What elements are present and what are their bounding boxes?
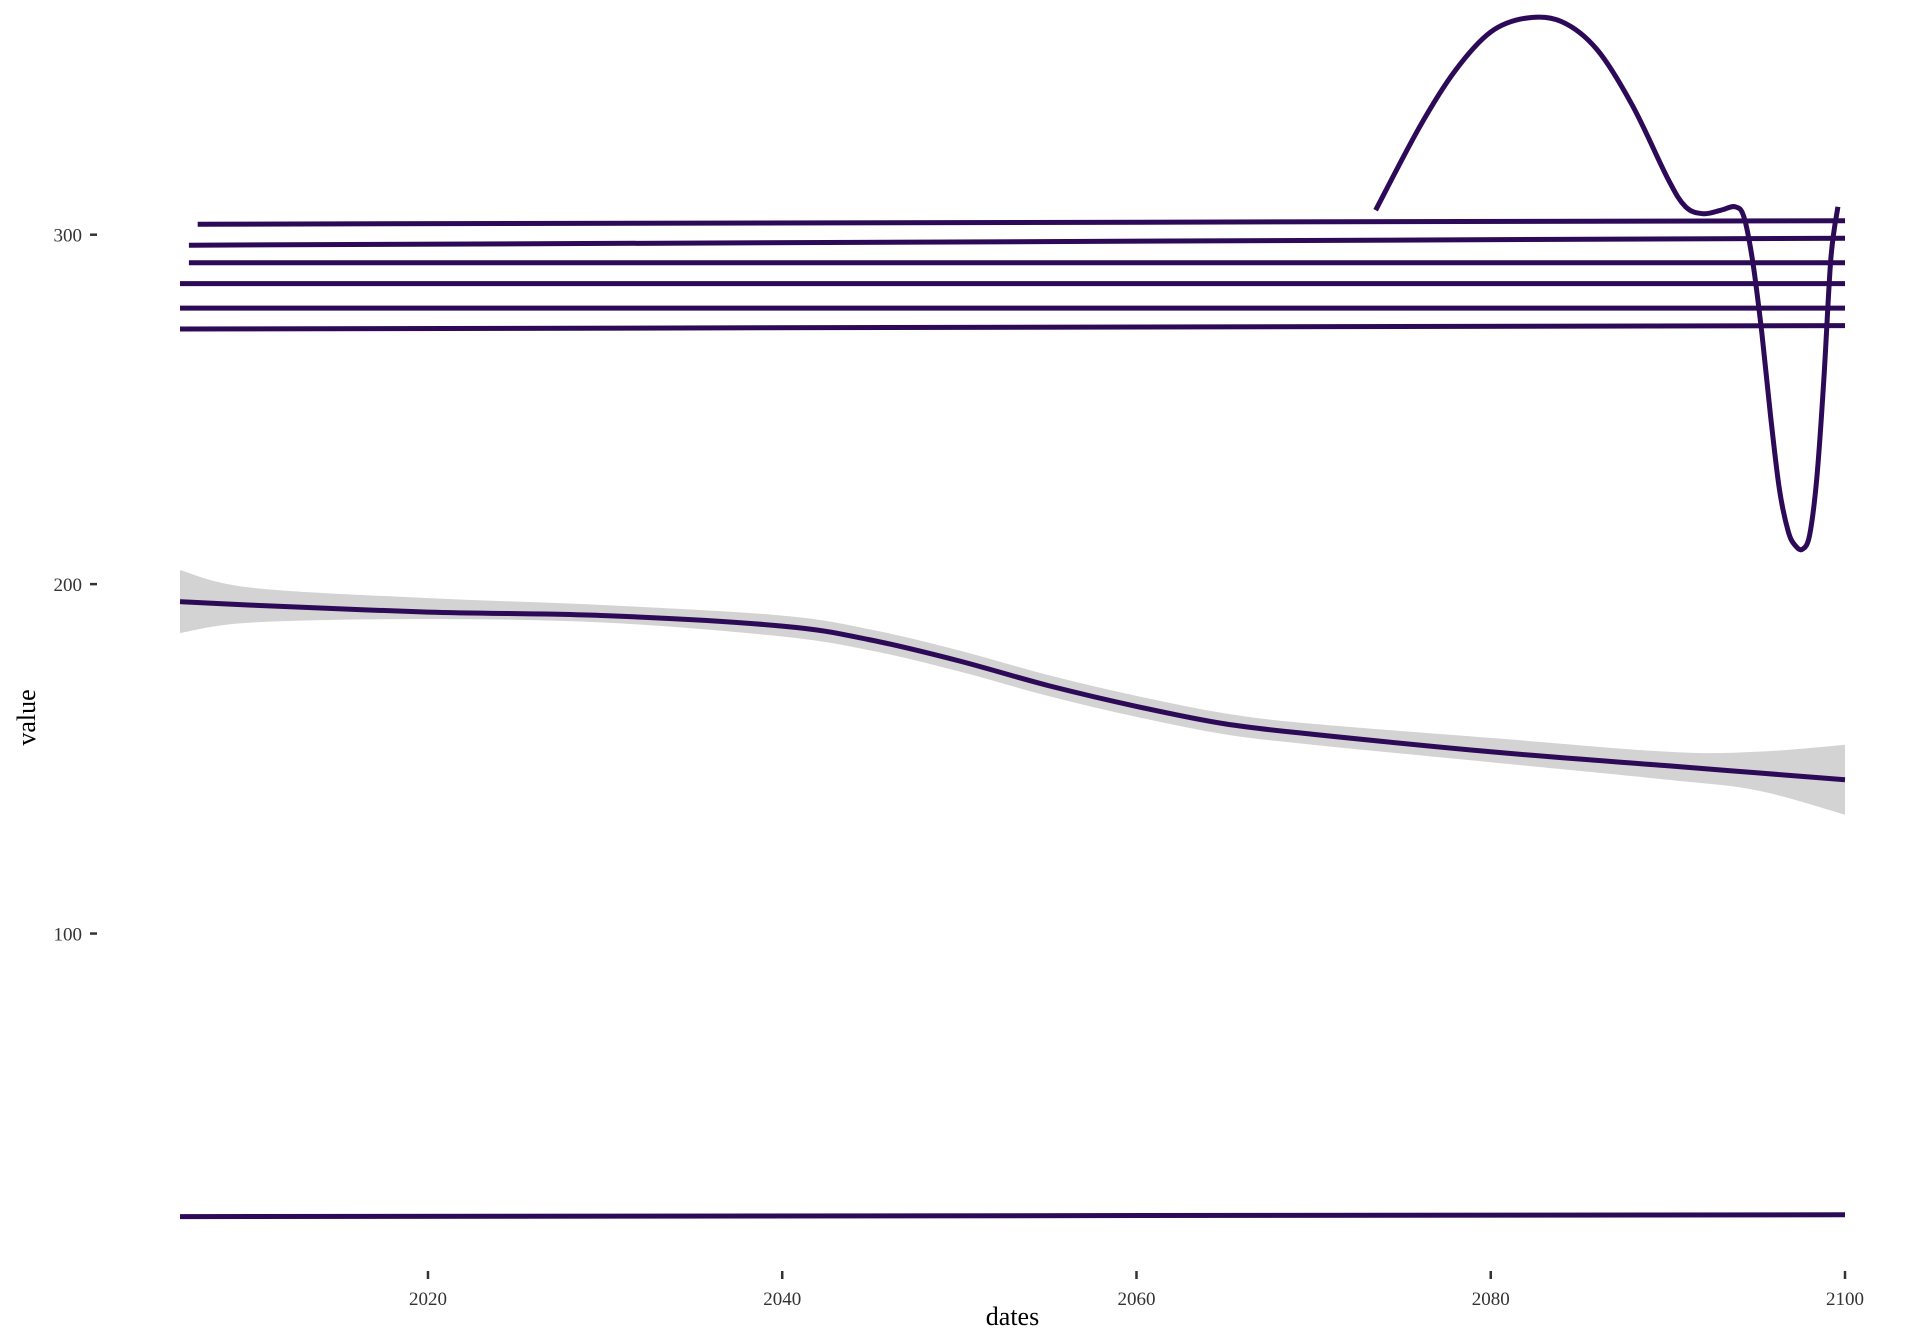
x-tick-label: 2020 (409, 1289, 447, 1310)
y-tick-label: 100 (54, 925, 83, 946)
confidence-ribbons (180, 570, 1845, 815)
y-axis-title: value (12, 689, 41, 745)
x-tick-label: 2060 (1117, 1289, 1155, 1310)
series-line-1 (197, 218, 1846, 227)
series-line-9 (179, 599, 1846, 783)
series-line-6 (179, 323, 1846, 332)
series-lines (179, 14, 1846, 1220)
x-tick-label: 2040 (763, 1289, 801, 1310)
confidence-band-9 (180, 570, 1845, 815)
x-tick-label: 2080 (1472, 1289, 1510, 1310)
y-tick-label: 200 (54, 575, 83, 596)
x-tick-label: 2100 (1826, 1289, 1864, 1310)
x-axis-title: dates (986, 1302, 1039, 1331)
series-line-2 (188, 235, 1846, 248)
series-line-7 (179, 1212, 1846, 1220)
series-line-8 (1373, 14, 1841, 553)
y-tick-label: 300 (54, 226, 83, 247)
y-axis: 100 200 300 (54, 226, 97, 946)
x-axis: 2020 2040 2060 2080 2100 (409, 1271, 1864, 1310)
